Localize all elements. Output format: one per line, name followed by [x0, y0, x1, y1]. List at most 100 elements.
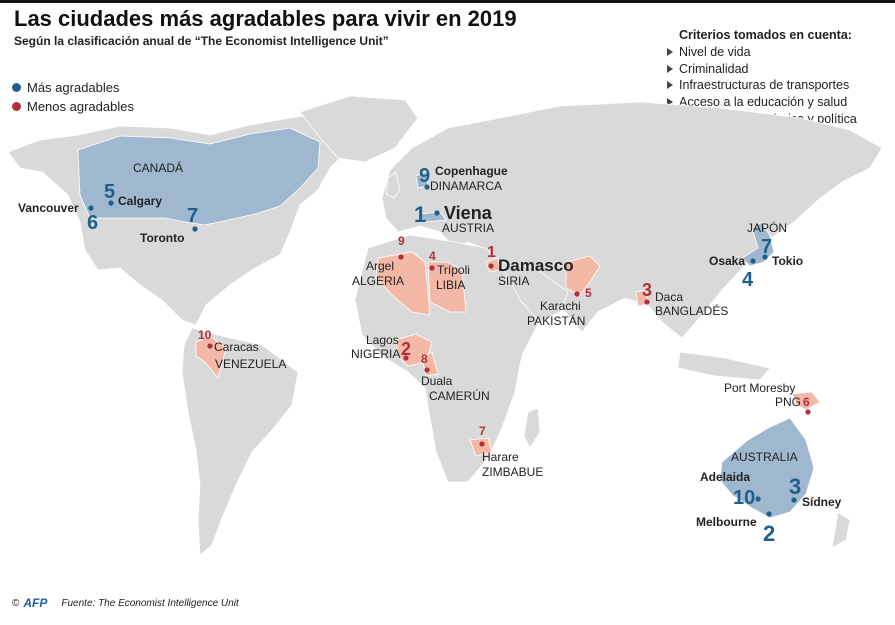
legend: Más agradables Menos agradables	[12, 78, 134, 116]
rank-lagos: 2	[401, 339, 411, 359]
city-dot-caracas-icon	[207, 343, 213, 349]
city-dot-copenhague-icon	[424, 184, 430, 190]
city-dot-toronto-icon	[192, 226, 198, 232]
country-label-canada: CANADÁ	[133, 160, 183, 175]
triangle-bullet-icon	[667, 81, 673, 90]
city-osaka: Osaka	[709, 254, 745, 268]
legend-label-worst: Menos agradables	[27, 99, 134, 114]
country-labels: CANADÁ DINAMARCA AUSTRIA JAPÓN AUSTRALIA…	[133, 160, 801, 479]
country-label-australia: AUSTRALIA	[731, 450, 798, 464]
rank-viena: 1	[414, 202, 426, 227]
land-eurasia	[381, 101, 883, 339]
land-south-america	[181, 327, 299, 556]
city-dot-sidney-icon	[791, 497, 797, 503]
rank-port-moresby: 6	[803, 395, 810, 409]
land-uk	[385, 171, 401, 199]
criteria-item: Nivel de vida	[667, 44, 857, 61]
city-dot-osaka-icon	[750, 258, 756, 264]
rank-copenhague: 9	[419, 165, 430, 187]
city-dot-tripoli-icon	[429, 265, 435, 271]
country-label-algeria: ALGERIA	[352, 274, 404, 288]
city-dot-calgary-icon	[108, 200, 114, 206]
rank-daca: 3	[642, 280, 652, 300]
afp-logo: AFP	[23, 596, 48, 610]
rank-calgary: 5	[104, 181, 115, 203]
city-karachi: Karachi	[540, 299, 581, 313]
worst-city-labels: 1 Damasco 2 Lagos 3 Daca 4 Trípoli 5 Kar…	[198, 234, 810, 464]
city-toronto: Toronto	[140, 231, 184, 245]
city-markers	[88, 184, 811, 517]
city-dot-tokio-icon	[762, 254, 768, 260]
country-label-austria: AUSTRIA	[442, 221, 494, 235]
criteria-item: Infraestructuras de transportes	[667, 77, 857, 94]
triangle-bullet-icon	[667, 48, 673, 57]
legend-dot-worst-icon	[12, 102, 21, 111]
criteria-item-label: Criminalidad	[679, 61, 749, 76]
country-canada	[77, 127, 321, 226]
criteria-title: Criterios tomados en cuenta:	[679, 28, 852, 42]
country-label-zimbabwe: ZIMBABUE	[482, 465, 543, 479]
city-dot-duala-icon	[424, 367, 430, 373]
city-copenhague: Copenhague	[435, 164, 508, 178]
city-tripoli: Trípoli	[437, 263, 470, 277]
country-label-pakistan: PAKISTÁN	[527, 313, 585, 328]
city-dot-damasco-icon	[488, 263, 494, 269]
city-viena: Viena	[444, 203, 493, 223]
city-duala: Duala	[421, 374, 453, 388]
best-city-labels: 1 Viena 2 Melbourne 3 Sídney 4 Osaka 5 C…	[18, 164, 842, 546]
city-port-moresby: Port Moresby	[724, 381, 795, 395]
city-adelaida: Adelaida	[700, 470, 750, 484]
land-indonesia	[677, 351, 771, 381]
criteria-item-label: Acceso a la educación y salud	[679, 95, 848, 110]
triangle-bullet-icon	[667, 64, 673, 73]
city-argel: Argel	[366, 259, 394, 273]
city-dot-melbourne-icon	[766, 511, 772, 517]
city-dot-port-moresby-icon	[805, 409, 811, 415]
source-note: Fuente: The Economist Intelligence Unit	[61, 597, 239, 609]
city-dot-harare-icon	[479, 441, 485, 447]
city-damasco: Damasco	[498, 256, 574, 275]
city-harare: Harare	[482, 450, 519, 464]
worst-countries	[195, 251, 821, 457]
city-dot-vancouver-icon	[88, 205, 94, 211]
criteria-item: Acceso a la educación y salud	[667, 94, 857, 111]
rank-vancouver: 6	[87, 212, 98, 234]
land-greenland	[299, 95, 419, 163]
city-vancouver: Vancouver	[18, 201, 79, 215]
rank-melbourne: 2	[763, 521, 775, 546]
country-label-cameroon: CAMERÚN	[429, 388, 490, 403]
criteria-item-label: Infraestructuras de transportes	[679, 78, 850, 93]
rank-duala: 8	[421, 352, 428, 366]
rank-argel: 9	[398, 234, 405, 248]
country-label-japan: JAPÓN	[747, 220, 787, 235]
legend-dot-best-icon	[12, 83, 21, 92]
city-caracas: Caracas	[214, 340, 259, 354]
rank-caracas: 10	[198, 328, 212, 342]
rank-karachi: 5	[585, 286, 592, 300]
city-dot-karachi-icon	[574, 291, 580, 297]
land-madagascar	[523, 407, 541, 449]
rank-tokio: 7	[761, 236, 772, 258]
city-tokio: Tokio	[772, 254, 803, 268]
legend-label-best: Más agradables	[27, 80, 120, 95]
city-calgary: Calgary	[118, 194, 162, 208]
criteria-item: Criminalidad	[667, 61, 857, 78]
country-australia	[719, 417, 815, 519]
city-melbourne: Melbourne	[696, 515, 757, 529]
country-algeria	[375, 251, 431, 316]
map-title: Las ciudades más agradables para vivir e…	[14, 6, 517, 31]
legend-item-best: Más agradables	[12, 78, 134, 97]
country-label-nigeria: NIGERIA	[351, 347, 400, 361]
country-label-syria: SIRIA	[498, 274, 529, 288]
country-pakistan	[565, 255, 601, 296]
country-label-libya: LIBIA	[436, 278, 465, 292]
country-zimbabwe	[469, 437, 493, 457]
city-dot-viena-icon	[434, 210, 440, 216]
rank-toronto: 7	[187, 205, 198, 227]
city-sidney: Sídney	[802, 495, 842, 509]
country-label-bangladesh: BANGLADÉS	[655, 303, 728, 318]
country-png	[791, 391, 821, 411]
country-venezuela	[195, 335, 227, 379]
rank-tripoli: 4	[429, 249, 436, 263]
